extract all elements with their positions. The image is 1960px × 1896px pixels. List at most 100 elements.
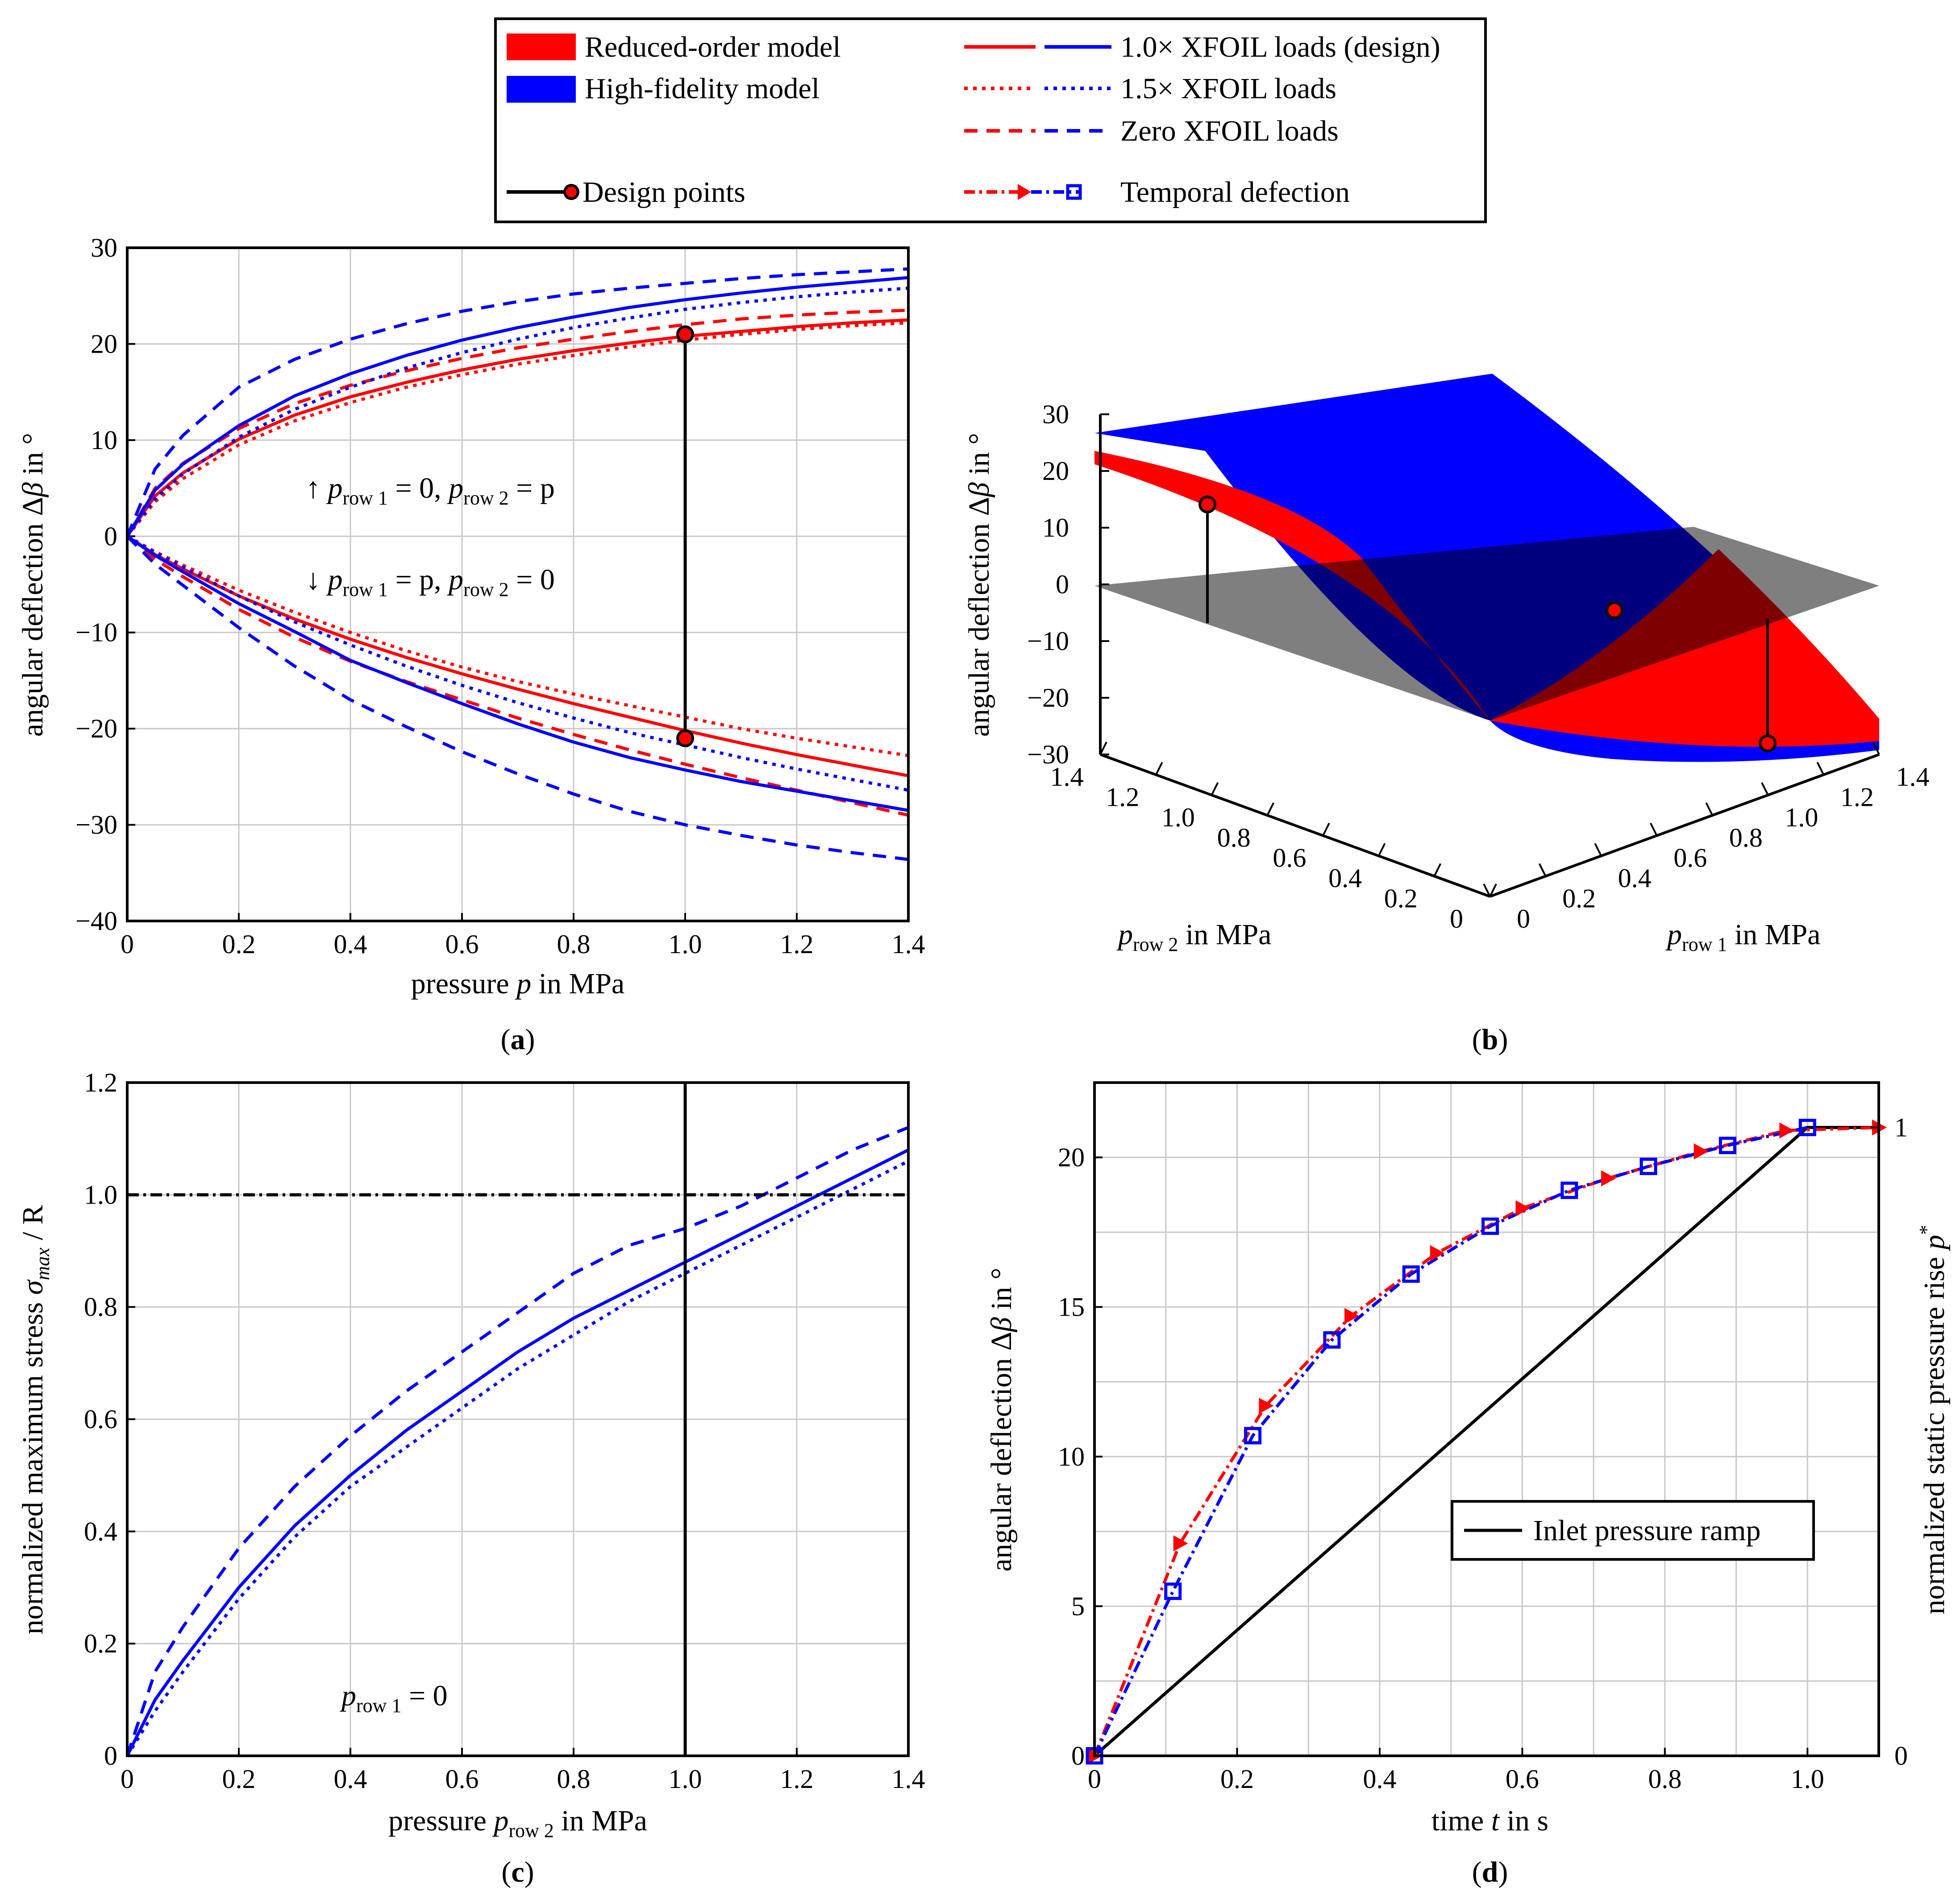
rom-marker	[1430, 1245, 1445, 1262]
y-tick-label: −40	[75, 906, 117, 936]
x-tick-label: 0.8	[1648, 1764, 1681, 1794]
panel-a-x-label: pressure p in MPa	[411, 967, 624, 1000]
legend-swatch-reduced	[507, 33, 576, 60]
y-tick-label: 0.6	[84, 1404, 117, 1434]
x-tick-label: 0.2	[222, 1764, 256, 1794]
legend-reduced-label: Reduced-order model	[585, 31, 841, 63]
y-tick-label: 5	[1071, 1592, 1085, 1621]
panel-b-z-label: angular deflection Δβ in °	[963, 433, 995, 737]
panel-d-y2-label: normalized static pressure rise p*	[1915, 1225, 1951, 1614]
y-tick-label: 20	[1058, 1143, 1085, 1172]
panel-a: 0 0.2 0.4 0.6 0.8 1.0 1.2 1.4 −40 −30 −20 −10 0 10 20 3…	[17, 233, 925, 1000]
y-tick-label: 1.2	[84, 1068, 117, 1097]
hf-marker	[1481, 1217, 1499, 1235]
legend-high-label: High-fidelity model	[585, 72, 820, 105]
prow1-tick	[1816, 762, 1825, 775]
panel-c-y-label: normalized maximum stress σmax / R	[17, 1205, 54, 1634]
prow2-tick	[1099, 742, 1107, 755]
panel-label-a: (a)	[501, 1023, 535, 1056]
panel-d-x-label: time t in s	[1432, 1804, 1548, 1837]
series-line	[125, 267, 909, 537]
prow2-tick	[1266, 802, 1274, 816]
hf-marker	[1164, 1582, 1182, 1600]
prow1-tick-label: 1.0	[1785, 803, 1818, 832]
rom-temporal-line	[1093, 1126, 1879, 1757]
legend-zero-loads-label: Zero XFOIL loads	[1120, 115, 1339, 147]
y-tick-label: 0.8	[84, 1292, 117, 1322]
inner-legend-label: Inlet pressure ramp	[1533, 1514, 1760, 1547]
series-line	[126, 535, 909, 817]
z-tick-label: −30	[1027, 740, 1069, 769]
x-tick-label: 0	[1088, 1764, 1101, 1794]
hf-marker	[1244, 1427, 1262, 1445]
series-line	[126, 535, 909, 778]
prow2-tick	[1377, 843, 1386, 857]
series-line	[126, 287, 909, 538]
y-tick-label: 10	[91, 425, 117, 455]
prow1-tick	[1483, 883, 1491, 897]
hf-temporal-line	[1093, 1126, 1808, 1757]
arrow-up: ↑	[306, 472, 328, 504]
series-line	[126, 321, 909, 538]
prow1-tick-label: 0	[1517, 904, 1530, 933]
prow1-tick	[1649, 822, 1658, 836]
x-tick-label: 1.4	[892, 1764, 925, 1794]
prow1-tick-label: 1.2	[1840, 782, 1874, 812]
y-tick-label: −20	[75, 714, 117, 743]
x-tick-label: 1.0	[669, 929, 702, 959]
legend: Reduced-order model High-fidelity model …	[494, 17, 1487, 223]
panel-c: 0 0.2 0.4 0.6 0.8 1.0 1.2 1.4 0 0.2 0.4 0.6 0.8 1.0 1.…	[17, 1068, 925, 1842]
prow2-tick-label: 0.2	[1384, 884, 1418, 913]
prow2-tick-label: 0	[1450, 904, 1463, 933]
y-tick-label: 1.0	[84, 1180, 117, 1209]
prow2-tick	[1322, 822, 1330, 836]
zero-plane	[1094, 527, 1879, 721]
prow2-axis	[1099, 753, 1491, 898]
prow1-axis	[1489, 753, 1880, 898]
prow1-tick	[1872, 742, 1880, 755]
prow2-tick	[1489, 883, 1497, 897]
x-tick-label: 0.4	[334, 1764, 367, 1794]
x-tick-label: 1.4	[892, 929, 925, 959]
panel-d: 0 0.2 0.4 0.6 0.8 1.0 0 5 10 15 20 0 1 Inlet pressure…	[985, 1081, 1951, 1837]
inlet-ramp-line	[1093, 1126, 1879, 1757]
panel-b-ticks: −30 −20 −10 0 10 20 30 0 0.2 0.4 0.6 0.8 1.0 1.2 1.4 0 0…	[1027, 400, 1929, 933]
x-tick-label: 1.0	[669, 1764, 702, 1794]
panel-d-y-label: angular deflection Δβ in °	[985, 1268, 1018, 1572]
y2-tick-label: 0	[1894, 1741, 1908, 1771]
panel-c-x-label: pressure prow 2 in MPa	[388, 1804, 647, 1842]
x-tick-label: 1.2	[780, 1764, 814, 1794]
z-tick-label: −10	[1027, 626, 1069, 656]
prow2-tick-label: 0.8	[1217, 823, 1251, 852]
z-tick-label: 30	[1042, 400, 1069, 429]
x-tick-label: 1.2	[780, 929, 814, 959]
panel-label-c: (c)	[501, 1856, 534, 1888]
rom-marker	[1173, 1535, 1188, 1552]
hf-marker	[1640, 1158, 1657, 1175]
y-tick-label: −10	[75, 618, 117, 647]
x-tick-label: 0.2	[222, 929, 256, 959]
x-tick-label: 0.2	[1220, 1764, 1254, 1794]
annotation-upper: ↑ prow 1 = 0, prow 2 = p	[306, 472, 555, 509]
legend-design-loads-label: 1.0× XFOIL loads (design)	[1120, 31, 1440, 63]
prow1-tick	[1594, 843, 1602, 857]
legend-temporal-blue-marker	[1066, 184, 1082, 200]
y-tick-label: −30	[75, 810, 117, 840]
legend-swatch-high	[507, 76, 576, 103]
prow2-tick-label: 0.6	[1273, 843, 1306, 873]
prow1-tick-label: 1.4	[1896, 762, 1930, 792]
hf-marker	[1719, 1137, 1736, 1154]
hf-marker	[1402, 1265, 1420, 1283]
x-tick-label: 0.6	[1506, 1764, 1539, 1794]
prow2-tick-label: 1.0	[1161, 803, 1195, 832]
series-line	[125, 308, 909, 538]
annotation-lower: ↓ prow 1 = p, prow 2 = 0	[306, 563, 555, 600]
rom-marker	[1779, 1122, 1794, 1139]
y-tick-label: 0	[1071, 1741, 1085, 1771]
y-tick-label: 30	[91, 233, 117, 263]
x-tick-label: 1.0	[1791, 1764, 1824, 1794]
panel-a-y-label: angular deflection Δβ in °	[17, 433, 49, 737]
panel-label-b: (b)	[1472, 1023, 1508, 1056]
legend-15-loads-label: 1.5× XFOIL loads	[1120, 72, 1336, 105]
prow1-tick-label: 0.6	[1673, 843, 1707, 873]
